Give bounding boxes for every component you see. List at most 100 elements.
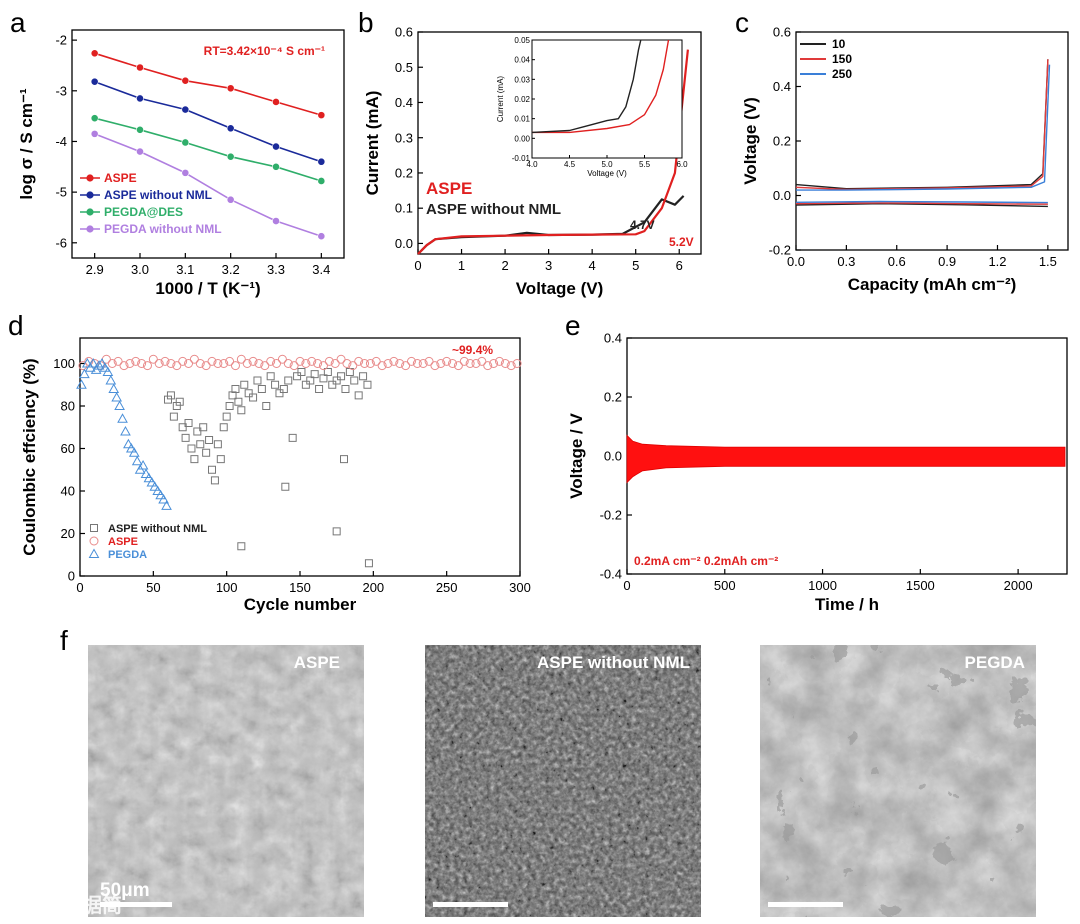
data-point [365,359,375,368]
data-point [336,354,346,364]
data-point [284,376,293,385]
y-tick-label: -0.2 [769,243,791,258]
data-point [137,359,147,368]
x-tick-label: 1500 [906,578,935,593]
plot-frame [79,337,521,577]
data-point [136,63,144,72]
series-line [94,52,322,116]
data-point [181,76,190,85]
legend-entry: 10 [832,37,846,51]
x-tick-label: 3.4 [312,262,330,277]
data-point [295,356,305,366]
sem-label-aspe: ASPE [294,653,340,672]
inset-series-line [532,39,670,134]
data-point [313,359,323,368]
data-point [231,385,240,393]
legend-marker [89,536,99,546]
y-tick-label: 0.4 [395,95,413,110]
panel-label-f: f [60,625,68,656]
legend-marker [90,524,98,532]
data-point [226,124,235,133]
legend-entry: ASPE without NML [104,188,212,202]
data-point [155,489,167,500]
inset-y-axis-label: Current (mA) [496,76,505,123]
y-tick-label: 0.3 [395,130,413,145]
data-point [297,368,306,376]
discharge-curve [795,202,1048,205]
data-point [181,168,190,177]
data-point [128,447,140,457]
data-point [249,393,258,402]
y-axis-label: Current (mA) [363,91,382,196]
data-point [146,476,158,487]
y-tick-label: 20 [61,526,75,541]
data-point [234,397,243,406]
data-point [131,455,143,466]
x-tick-label: 0.6 [888,254,906,269]
y-tick-label: 0.0 [604,449,622,464]
data-point [140,468,152,478]
data-point [216,455,225,464]
data-point [196,440,205,449]
annotation-current: 0.2mA cm⁻² 0.2mAh cm⁻² [634,554,778,568]
data-point [137,459,149,470]
data-point [244,389,253,398]
data-point [79,368,90,379]
data-point [76,379,87,389]
x-tick-label: 2 [501,258,508,273]
data-point [143,472,155,483]
data-point [119,361,129,371]
sem-image-aspe-without-nml: ASPE without NML [425,645,701,917]
plot-frame [71,29,345,259]
data-point [330,359,340,368]
data-point [202,448,211,457]
data-point [500,359,510,368]
y-tick-label: 0.2 [604,390,622,405]
data-point [161,500,172,510]
watermark: 大数据简 [14,893,122,917]
data-point [342,359,352,368]
x-tick-label: 3.1 [176,262,194,277]
x-tick-label: 0 [414,258,421,273]
data-point [195,359,205,368]
data-point [319,374,328,383]
x-axis-label: Time / h [815,595,879,614]
y-tick-label: -6 [55,235,67,250]
inset-series-line [531,39,642,134]
data-point [323,368,332,376]
data-point [219,359,229,368]
data-point [377,361,387,371]
x-tick-label: 3.0 [131,262,149,277]
data-point [225,356,235,366]
x-tick-label: 1 [458,258,465,273]
sem-label-pegda: PEGDA [965,653,1025,672]
y-tick-label: 0 [68,569,75,584]
data-point [117,413,128,423]
series-line [417,49,689,255]
data-point [262,402,271,410]
data-point [181,433,190,442]
legend-marker [88,548,100,558]
y-tick-label: 0.2 [773,134,791,149]
legend-entry: ASPE [104,171,137,185]
data-point [448,359,458,368]
y-tick-label: 0.1 [395,201,413,216]
y-tick-label: -0.2 [600,508,622,523]
data-point [237,542,246,551]
data-point [332,376,341,385]
data-point [142,361,152,371]
data-point [271,380,280,389]
data-point [164,395,172,404]
data-point [254,359,264,368]
data-point [184,359,194,368]
annotation-rt: RT=3.42×10⁻⁴ S cm⁻¹ [204,44,325,58]
data-point [363,380,372,389]
watermark-logo-icon [14,894,36,916]
data-point [172,361,182,371]
legend-entry: ASPE without NML [108,523,207,535]
data-point [113,356,123,366]
data-point [272,359,282,368]
y-tick-label: 0.6 [773,25,791,40]
y-axis-label: Coulombic effciency (%) [20,358,39,555]
scale-bar [768,902,843,907]
